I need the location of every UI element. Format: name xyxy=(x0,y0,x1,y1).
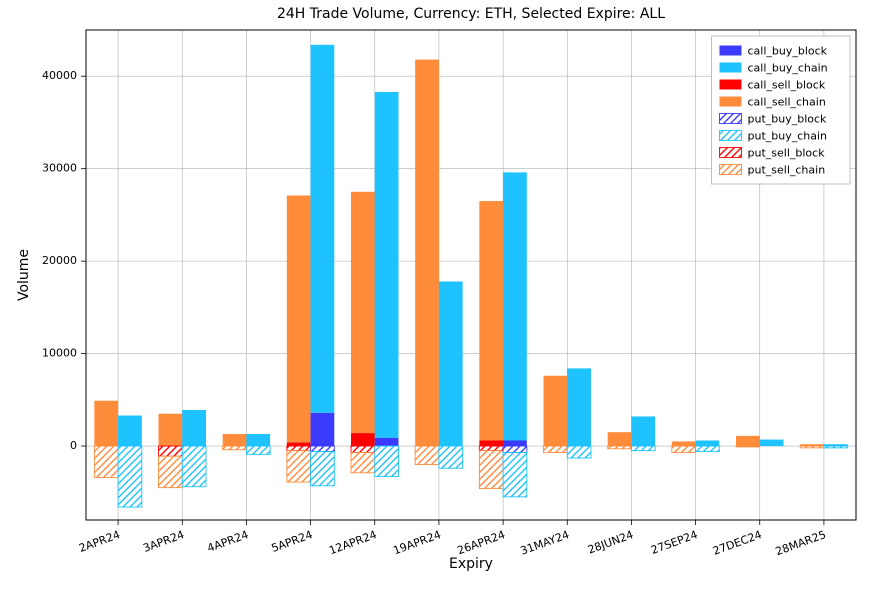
bar-put_buy_chain xyxy=(696,446,720,452)
bar-call_sell_chain xyxy=(351,192,375,433)
bar-put_buy_chain xyxy=(503,453,527,497)
xtick-label: 26APR24 xyxy=(456,528,507,557)
legend-label: put_buy_chain xyxy=(748,130,828,143)
bar-put_buy_block xyxy=(311,446,335,452)
bar-put_sell_chain xyxy=(287,451,311,482)
ytick-label: 10000 xyxy=(42,347,77,360)
bar-call_buy_chain xyxy=(567,368,591,446)
xtick-label: 31MAY24 xyxy=(519,528,571,558)
bar-put_sell_chain xyxy=(415,446,439,464)
bar-call_sell_chain xyxy=(736,436,760,446)
bar-put_sell_chain xyxy=(800,446,824,448)
legend-swatch xyxy=(720,131,742,141)
bar-put_buy_block xyxy=(503,446,527,452)
bar-call_sell_block xyxy=(287,442,311,446)
bar-put_sell_block xyxy=(159,446,183,456)
bar-put_buy_chain xyxy=(246,446,270,454)
x-axis-label: Expiry xyxy=(449,556,493,572)
ytick-label: 20000 xyxy=(42,254,77,267)
legend-label: put_buy_block xyxy=(748,113,828,126)
bar-call_sell_chain xyxy=(223,434,247,446)
xtick-label: 3APR24 xyxy=(141,528,186,555)
xtick-label: 19APR24 xyxy=(391,528,442,557)
bar-call_sell_block xyxy=(479,440,503,446)
bar-put_sell_chain xyxy=(736,446,760,447)
bar-put_buy_chain xyxy=(631,446,655,451)
bar-put_sell_block xyxy=(479,446,503,451)
bar-put_buy_chain xyxy=(118,446,142,507)
ytick-label: 0 xyxy=(70,439,77,452)
legend-label: call_sell_block xyxy=(748,79,826,92)
bar-put_buy_chain xyxy=(567,446,591,458)
legend-swatch xyxy=(720,97,742,107)
bar-call_buy_chain xyxy=(760,440,784,446)
chart-container: 0 10000 20000 30000 40000 2APR24 3APR24 4APR24 5… xyxy=(0,0,883,592)
bar-put_sell_chain xyxy=(544,446,568,452)
bar-call_buy_block xyxy=(503,440,527,446)
bar-put_buy_chain xyxy=(439,446,463,468)
bar-put_sell_block xyxy=(351,446,375,452)
bar-put_buy_chain xyxy=(375,446,399,477)
xtick-label: 12APR24 xyxy=(327,528,378,557)
bar-call_buy_block xyxy=(375,438,399,446)
bar-call_buy_chain xyxy=(696,440,720,446)
xtick-label: 28JUN24 xyxy=(586,528,635,556)
legend: call_buy_block call_buy_chain call_sell_bl… xyxy=(712,36,851,184)
bar-call_sell_chain xyxy=(159,414,183,446)
legend-label: call_buy_chain xyxy=(748,62,828,75)
xtick-label: 27SEP24 xyxy=(649,528,699,557)
xtick-label: 28MAR25 xyxy=(774,528,828,558)
legend-swatch xyxy=(720,80,742,90)
bar-call_sell_chain xyxy=(672,441,696,446)
bar-call_sell_chain xyxy=(479,201,503,440)
bar-put_sell_chain xyxy=(608,446,632,449)
bar-call_buy_chain xyxy=(631,416,655,446)
bar-put_sell_chain xyxy=(223,446,247,450)
bar-call_sell_block xyxy=(351,433,375,446)
bar-put_sell_block xyxy=(287,446,311,451)
y-axis-label: Volume xyxy=(16,249,32,301)
legend-label: put_sell_block xyxy=(748,147,826,160)
bar-put_sell_chain xyxy=(672,446,696,452)
bar-put_buy_chain xyxy=(824,446,848,448)
legend-swatch xyxy=(720,46,742,56)
xtick-label: 4APR24 xyxy=(206,528,251,555)
bar-call_sell_chain xyxy=(415,60,439,446)
ytick-label: 40000 xyxy=(42,69,77,82)
chart-title: 24H Trade Volume, Currency: ETH, Selecte… xyxy=(277,6,665,22)
legend-label: put_sell_chain xyxy=(748,164,826,177)
bar-call_buy_chain xyxy=(375,92,399,438)
bar-put_sell_chain xyxy=(479,451,503,489)
bar-put_buy_chain xyxy=(311,452,335,486)
bar-call_buy_chain xyxy=(439,281,463,446)
legend-label: call_buy_block xyxy=(748,45,828,58)
legend-swatch xyxy=(720,63,742,73)
bar-call_buy_chain xyxy=(182,410,206,446)
bar-call_buy_block xyxy=(311,413,335,446)
bar-call_sell_chain xyxy=(544,376,568,446)
ytick-label: 30000 xyxy=(42,162,77,175)
bar-call_sell_chain xyxy=(608,432,632,446)
legend-label: call_sell_chain xyxy=(748,96,826,109)
legend-swatch xyxy=(720,114,742,124)
bar-call_buy_chain xyxy=(503,172,527,440)
bar-put_sell_chain xyxy=(94,446,118,477)
xtick-label: 2APR24 xyxy=(77,528,122,555)
legend-swatch xyxy=(720,148,742,158)
trade-volume-chart: 0 10000 20000 30000 40000 2APR24 3APR24 4APR24 5… xyxy=(0,0,883,592)
bar-put_buy_chain xyxy=(182,446,206,487)
xtick-label: 5APR24 xyxy=(270,528,315,555)
bar-call_buy_chain xyxy=(311,45,335,413)
bar-call_sell_chain xyxy=(287,195,311,442)
legend-swatch xyxy=(720,165,742,175)
bar-call_buy_chain xyxy=(118,416,142,447)
bar-put_sell_chain xyxy=(159,456,183,487)
bar-put_sell_chain xyxy=(351,453,375,473)
bar-call_sell_chain xyxy=(94,401,118,446)
bar-call_buy_chain xyxy=(246,434,270,446)
xtick-label: 27DEC24 xyxy=(711,528,763,558)
